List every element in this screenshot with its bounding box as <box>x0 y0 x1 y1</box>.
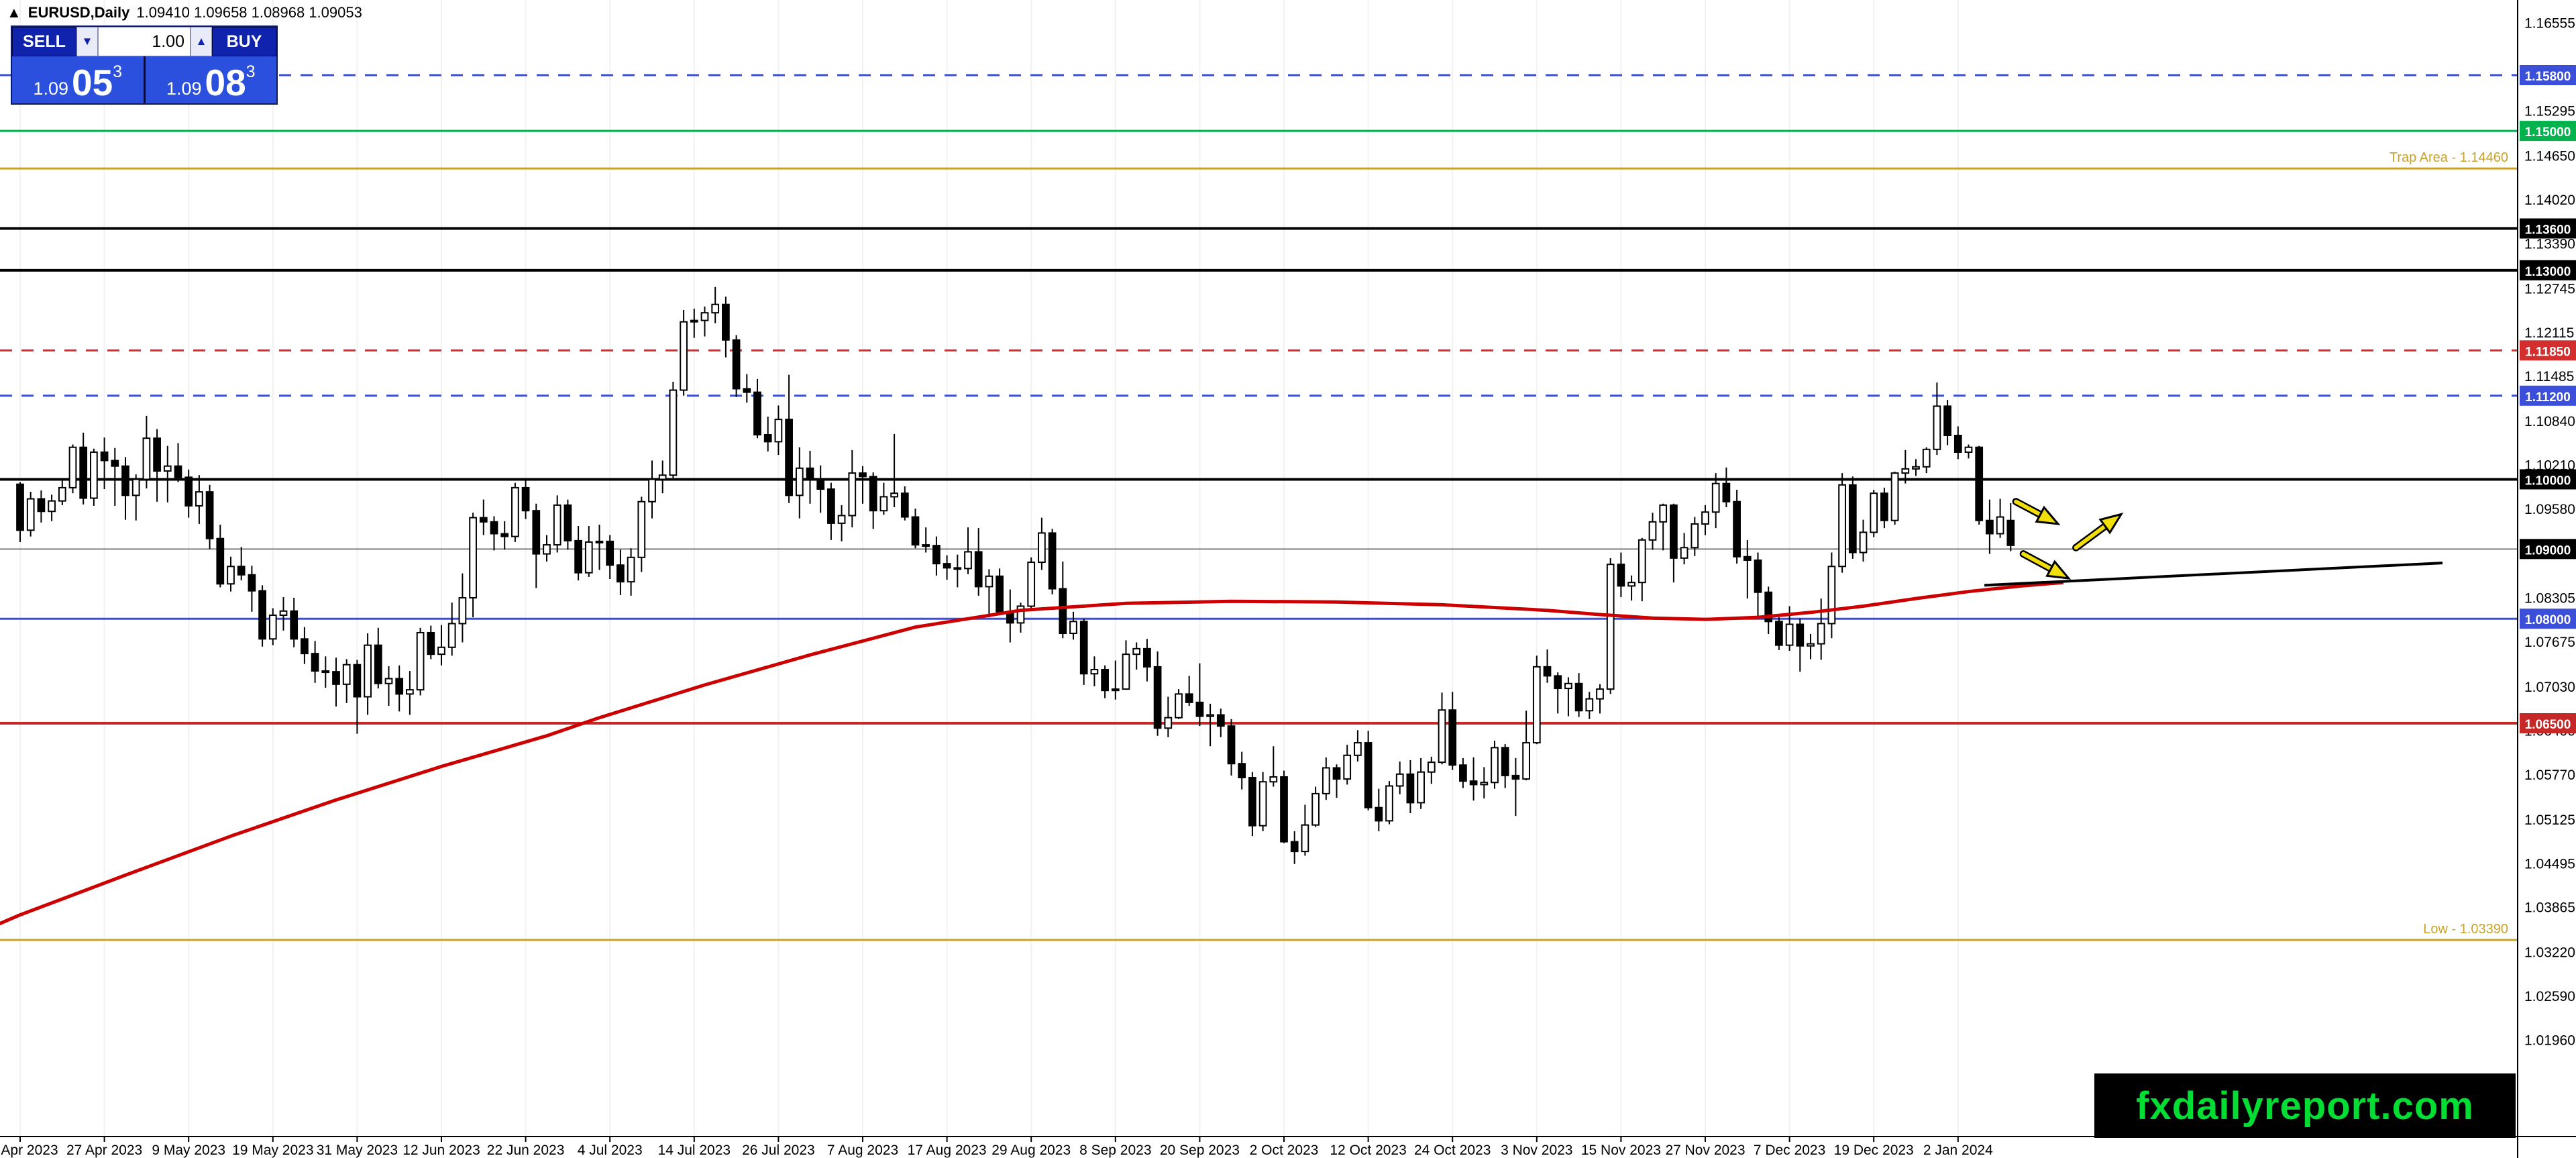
svg-text:19 May 2023: 19 May 2023 <box>232 1143 313 1158</box>
buy-price-pip: 3 <box>246 62 256 81</box>
svg-text:1.11485: 1.11485 <box>2524 369 2574 384</box>
svg-text:20 Sep 2023: 20 Sep 2023 <box>1160 1143 1240 1158</box>
svg-text:1.07030: 1.07030 <box>2524 680 2575 695</box>
annotation-arrow <box>2035 505 2061 525</box>
svg-text:22 Jun 2023: 22 Jun 2023 <box>487 1143 565 1158</box>
svg-text:1.08000: 1.08000 <box>2525 613 2571 627</box>
level-lines: Trap Area - 1.14460 Low - 1.03390 <box>0 74 2518 941</box>
candles <box>16 286 2015 864</box>
chart-ohlc-values: 1.09410 1.09658 1.08968 1.09053 <box>136 4 362 21</box>
svg-text:1.04495: 1.04495 <box>2524 856 2575 872</box>
volume-decrease-button[interactable]: ▼ <box>76 27 98 56</box>
svg-text:2 Oct 2023: 2 Oct 2023 <box>1250 1143 1319 1158</box>
svg-text:27 Nov 2023: 27 Nov 2023 <box>1665 1143 1745 1158</box>
annotation-arrow <box>2098 512 2124 535</box>
svg-text:1.08305: 1.08305 <box>2524 591 2575 607</box>
svg-text:1.10840: 1.10840 <box>2524 414 2575 429</box>
buy-price-big: 08 <box>205 61 246 103</box>
sell-button[interactable]: SELL <box>12 27 76 56</box>
svg-text:1.09580: 1.09580 <box>2524 502 2575 517</box>
svg-text:1.14650: 1.14650 <box>2524 148 2575 164</box>
svg-text:4 Jul 2023: 4 Jul 2023 <box>578 1143 643 1158</box>
svg-text:19 Dec 2023: 19 Dec 2023 <box>1834 1143 1914 1158</box>
svg-text:14 Jul 2023: 14 Jul 2023 <box>658 1143 731 1158</box>
svg-text:1.13000: 1.13000 <box>2525 265 2571 279</box>
svg-text:1.06500: 1.06500 <box>2525 718 2571 732</box>
svg-text:1.03220: 1.03220 <box>2524 945 2575 961</box>
svg-text:1.07675: 1.07675 <box>2524 635 2575 650</box>
sell-price-prefix: 1.09 <box>33 78 68 99</box>
svg-text:12 Jun 2023: 12 Jun 2023 <box>402 1143 480 1158</box>
svg-text:31 May 2023: 31 May 2023 <box>317 1143 398 1158</box>
buy-price-panel[interactable]: 1.09 08 3 <box>145 56 276 103</box>
volume-input[interactable] <box>98 27 191 56</box>
svg-text:7 Aug 2023: 7 Aug 2023 <box>827 1143 898 1158</box>
svg-text:9 May 2023: 9 May 2023 <box>152 1143 225 1158</box>
svg-text:1.14020: 1.14020 <box>2524 193 2575 208</box>
svg-text:1.03865: 1.03865 <box>2524 900 2575 916</box>
overlays <box>0 498 2443 926</box>
chart-title: ▲ EURUSD,Daily 1.09410 1.09658 1.08968 1… <box>7 4 362 21</box>
sell-price-pip: 3 <box>113 62 123 81</box>
sell-price-panel[interactable]: 1.09 05 3 <box>12 56 144 103</box>
moving-average-line <box>0 580 2064 926</box>
svg-text:26 Jul 2023: 26 Jul 2023 <box>742 1143 815 1158</box>
svg-text:1.02590: 1.02590 <box>2524 989 2575 1004</box>
symbol-triangle-icon: ▲ <box>7 4 21 21</box>
svg-text:2 Jan 2024: 2 Jan 2024 <box>1923 1143 1993 1158</box>
svg-text:1.05125: 1.05125 <box>2524 812 2575 828</box>
trendline <box>1984 562 2443 587</box>
chart-symbol-label: EURUSD,Daily <box>28 4 130 21</box>
chevron-down-icon: ▼ <box>81 35 93 48</box>
annotation-arrow <box>2045 560 2072 580</box>
one-click-trading-panel: SELL ▼ ▲ BUY 1.09 05 3 1.09 08 3 <box>11 25 278 105</box>
svg-text:7 Dec 2023: 7 Dec 2023 <box>1754 1143 1825 1158</box>
trade-controls-row: SELL ▼ ▲ BUY <box>12 27 276 56</box>
svg-text:17 Apr 2023: 17 Apr 2023 <box>0 1143 58 1158</box>
svg-text:1.01960: 1.01960 <box>2524 1033 2575 1049</box>
svg-text:1.13390: 1.13390 <box>2524 236 2575 252</box>
svg-text:1.11850: 1.11850 <box>2525 345 2571 359</box>
svg-text:1.12745: 1.12745 <box>2524 281 2575 297</box>
svg-text:1.15800: 1.15800 <box>2525 70 2571 84</box>
buy-button[interactable]: BUY <box>212 27 276 56</box>
watermark: fxdailyreport.com <box>2094 1073 2516 1138</box>
svg-text:12 Oct 2023: 12 Oct 2023 <box>1330 1143 1406 1158</box>
svg-text:1.15295: 1.15295 <box>2524 103 2575 119</box>
svg-text:Low - 1.03390: Low - 1.03390 <box>2423 922 2508 937</box>
buy-price-prefix: 1.09 <box>166 78 202 99</box>
svg-text:1.16555: 1.16555 <box>2524 16 2575 32</box>
svg-text:1.05770: 1.05770 <box>2524 768 2575 783</box>
svg-text:27 Apr 2023: 27 Apr 2023 <box>66 1143 142 1158</box>
svg-text:1.09000: 1.09000 <box>2525 543 2571 558</box>
volume-increase-button[interactable]: ▲ <box>191 27 212 56</box>
svg-text:1.13600: 1.13600 <box>2525 223 2571 238</box>
svg-text:29 Aug 2023: 29 Aug 2023 <box>991 1143 1071 1158</box>
svg-text:Trap Area - 1.14460: Trap Area - 1.14460 <box>2390 150 2508 165</box>
svg-text:8 Sep 2023: 8 Sep 2023 <box>1079 1143 1151 1158</box>
svg-text:17 Aug 2023: 17 Aug 2023 <box>908 1143 987 1158</box>
svg-text:1.12115: 1.12115 <box>2524 325 2574 341</box>
svg-text:1.10000: 1.10000 <box>2525 474 2571 488</box>
svg-text:15 Nov 2023: 15 Nov 2023 <box>1581 1143 1661 1158</box>
trade-prices-row: 1.09 05 3 1.09 08 3 <box>12 56 276 103</box>
svg-text:24 Oct 2023: 24 Oct 2023 <box>1414 1143 1491 1158</box>
grid <box>19 0 1959 1137</box>
svg-text:3 Nov 2023: 3 Nov 2023 <box>1501 1143 1572 1158</box>
svg-text:1.15000: 1.15000 <box>2525 125 2571 140</box>
sell-price-big: 05 <box>71 61 113 103</box>
svg-text:1.11200: 1.11200 <box>2525 390 2571 405</box>
chevron-up-icon: ▲ <box>195 35 207 48</box>
